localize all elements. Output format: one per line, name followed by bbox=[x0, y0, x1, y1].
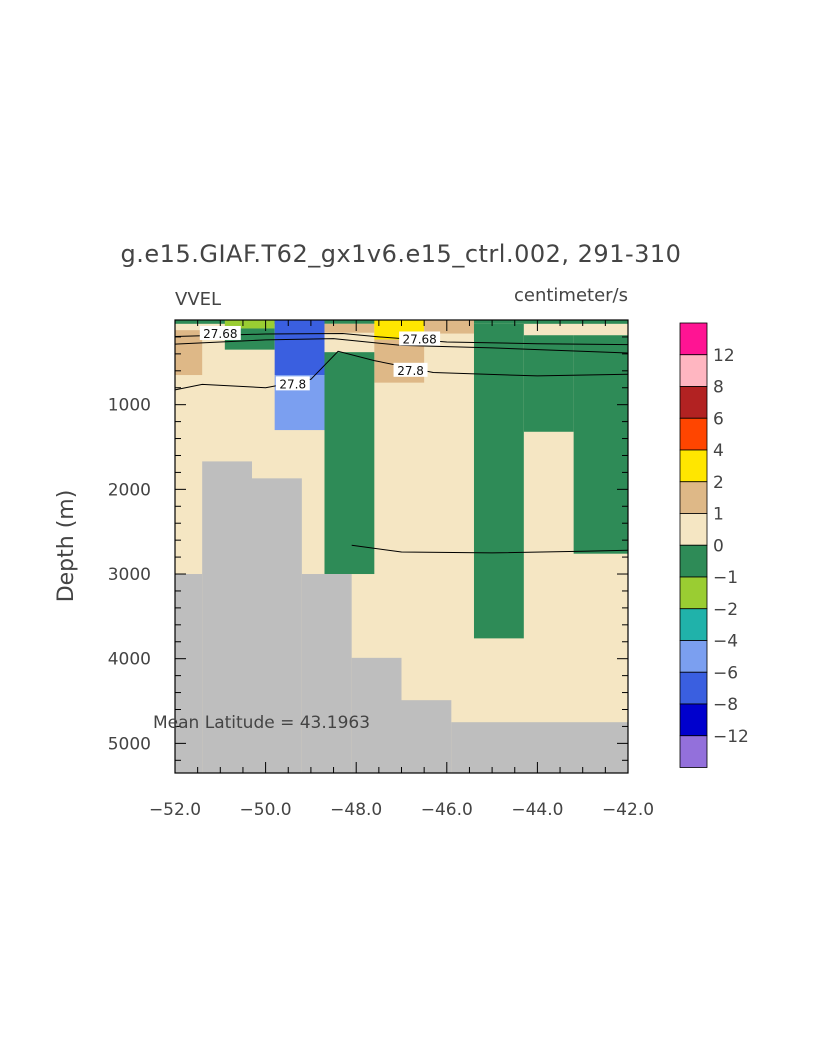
contour-label-0: 27.68 bbox=[203, 327, 237, 341]
mean-latitude-annotation: Mean Latitude = 43.1963 bbox=[153, 713, 370, 733]
colorbar-label: −1 bbox=[713, 568, 738, 588]
contour-label-1: 27.68 bbox=[402, 332, 436, 346]
field-cell-6 bbox=[324, 323, 375, 333]
colorbar-label: −4 bbox=[713, 632, 738, 652]
y-axis-label: Depth (m) bbox=[54, 490, 79, 603]
land-mask bbox=[175, 461, 628, 773]
land-column-3 bbox=[301, 574, 352, 773]
colorbar-swatch-1 bbox=[679, 354, 708, 387]
colorbar-label: 8 bbox=[713, 378, 724, 398]
density-contour-3 bbox=[351, 544, 629, 554]
colorbar-swatch-0 bbox=[679, 322, 708, 356]
field-cell-2 bbox=[224, 320, 275, 329]
x-tick-label: −46.0 bbox=[421, 800, 473, 820]
colorbar-swatch-4 bbox=[679, 449, 708, 483]
colorbar-swatch-9 bbox=[679, 608, 708, 641]
colorbar-swatch-13 bbox=[679, 735, 708, 768]
land-column-6 bbox=[451, 722, 628, 773]
contour-label-box-1 bbox=[399, 331, 441, 346]
colorbar-label: 12 bbox=[713, 346, 735, 366]
colorbar-swatch-2 bbox=[679, 386, 708, 419]
colorbar-swatch-6 bbox=[679, 513, 708, 546]
colorbar-swatch-5 bbox=[679, 481, 708, 514]
land-column-1 bbox=[202, 461, 253, 773]
colorbar-label: −12 bbox=[713, 727, 749, 747]
units-label: centimeter/s bbox=[514, 285, 628, 306]
contour-label-2: 27.8 bbox=[279, 377, 306, 391]
colorbar-swatch-11 bbox=[679, 671, 708, 705]
field-cell-12 bbox=[523, 335, 574, 432]
colorbar-label: −2 bbox=[713, 600, 738, 620]
colorbar-label: 1 bbox=[713, 505, 724, 525]
y-tick-label: 5000 bbox=[108, 734, 151, 754]
colorbar-swatch-10 bbox=[679, 640, 708, 673]
field-cell-13 bbox=[573, 335, 628, 554]
colorbar-swatch-12 bbox=[679, 703, 708, 737]
field-cell-1 bbox=[175, 330, 203, 376]
x-tick-label: −44.0 bbox=[511, 800, 563, 820]
contour-labels: 27.68 27.68 27.8 27.8 bbox=[199, 325, 441, 391]
colorbar-swatch-7 bbox=[679, 544, 708, 578]
contour-label-box-2 bbox=[275, 376, 310, 391]
y-tick-label: 1000 bbox=[108, 396, 151, 416]
field-cell-11 bbox=[473, 323, 524, 639]
colorbar-swatch-8 bbox=[679, 576, 708, 610]
density-contour-2 bbox=[174, 350, 629, 391]
colorbar: 12 8 6 4 2 1 0 −1 −2 −4 −6 −8 −12 bbox=[679, 322, 749, 768]
colorbar-label: 6 bbox=[713, 409, 724, 429]
contour-label-box-0 bbox=[199, 325, 241, 340]
density-contours bbox=[174, 332, 629, 554]
land-column-5 bbox=[401, 700, 452, 773]
colorbar-swatch-3 bbox=[679, 417, 708, 451]
y-tick-label: 4000 bbox=[108, 650, 151, 670]
contour-label-box-3 bbox=[393, 362, 428, 377]
x-tick-label: −50.0 bbox=[240, 800, 292, 820]
x-tick-label: −48.0 bbox=[330, 800, 382, 820]
density-contour-1 bbox=[174, 338, 629, 354]
variable-label: VVEL bbox=[175, 289, 221, 310]
y-tick-label: 2000 bbox=[108, 480, 151, 500]
land-column-0 bbox=[175, 574, 203, 773]
land-column-4 bbox=[351, 657, 402, 773]
x-tick-label: −42.0 bbox=[602, 800, 654, 820]
colorbar-label: 0 bbox=[713, 536, 724, 556]
y-tick-label: 3000 bbox=[108, 565, 151, 585]
colorbar-label: −6 bbox=[713, 663, 738, 683]
field-cell-9 bbox=[424, 320, 474, 334]
land-column-2 bbox=[252, 478, 302, 773]
field-cell-4 bbox=[274, 320, 325, 376]
chart-title: g.e15.GIAF.T62_gx1v6.e15_ctrl.002, 291-3… bbox=[121, 240, 682, 268]
colorbar-label: −8 bbox=[713, 695, 738, 715]
density-contour-0 bbox=[174, 332, 629, 346]
contour-label-3: 27.8 bbox=[397, 364, 424, 378]
colorbar-label: 2 bbox=[713, 473, 724, 493]
field-cell-10 bbox=[324, 352, 375, 575]
x-tick-label: −52.0 bbox=[149, 800, 201, 820]
colorbar-label: 4 bbox=[713, 441, 724, 461]
axis-ticks: −52.0 −50.0 −48.0 −46.0 −44.0 −42.0 1000 2000 30… bbox=[108, 320, 654, 820]
